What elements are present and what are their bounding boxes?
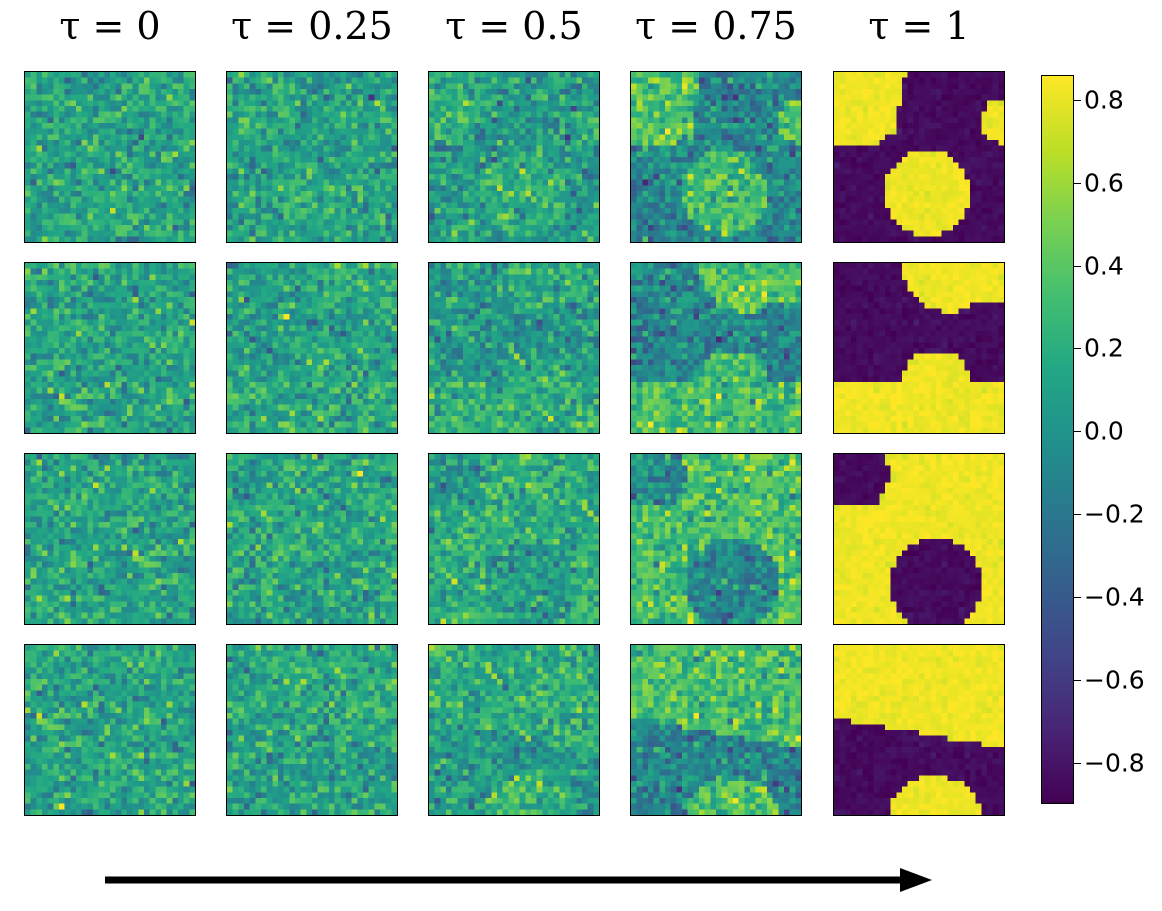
column-title: τ = 0.5 (445, 4, 583, 48)
colorbar-tick-label: −0.2 (1084, 499, 1145, 529)
heatmap-panel (428, 71, 600, 243)
heatmap-panel (226, 453, 398, 625)
heatmap-panel (428, 262, 600, 434)
heatmap-panel (630, 262, 802, 434)
heatmap-panel (833, 644, 1005, 816)
colorbar-tick-label: 0.2 (1084, 333, 1124, 363)
colorbar-tick-label: −0.4 (1084, 582, 1145, 612)
heatmap-panel (24, 644, 196, 816)
colorbar-tick (1074, 183, 1081, 184)
colorbar-tick (1074, 266, 1081, 267)
heatmap-panel (226, 262, 398, 434)
column-title: τ = 1 (868, 4, 970, 48)
colorbar-tick-label: −0.6 (1084, 665, 1145, 695)
heatmap-panel (226, 644, 398, 816)
heatmap-panel (630, 71, 802, 243)
colorbar-tick (1074, 597, 1081, 598)
heatmap-panel (833, 71, 1005, 243)
heatmap-panel (630, 453, 802, 625)
colorbar-tick-label: 0.8 (1084, 85, 1124, 115)
column-title: τ = 0.75 (635, 4, 797, 48)
colorbar-tick (1074, 100, 1081, 101)
column-title: τ = 0 (59, 4, 161, 48)
arrow-icon (105, 868, 932, 892)
colorbar-tick-label: 0.0 (1084, 416, 1124, 446)
colorbar-tick (1074, 763, 1081, 764)
heatmap-panel (428, 453, 600, 625)
heatmap-panel (226, 71, 398, 243)
heatmap-panel (428, 644, 600, 816)
heatmap-panel (24, 71, 196, 243)
heatmap-panel (833, 262, 1005, 434)
colorbar-tick (1074, 431, 1081, 432)
colorbar-tick-label: 0.4 (1084, 251, 1124, 281)
heatmap-panel (24, 262, 196, 434)
column-title: τ = 0.25 (231, 4, 393, 48)
colorbar-tick (1074, 680, 1081, 681)
colorbar-tick-label: −0.8 (1084, 748, 1145, 778)
colorbar-tick (1074, 348, 1081, 349)
colorbar-tick (1074, 514, 1081, 515)
colorbar (1041, 75, 1074, 804)
heatmap-panel (833, 453, 1005, 625)
colorbar-tick-label: 0.6 (1084, 168, 1124, 198)
heatmap-panel (630, 644, 802, 816)
heatmap-panel (24, 453, 196, 625)
